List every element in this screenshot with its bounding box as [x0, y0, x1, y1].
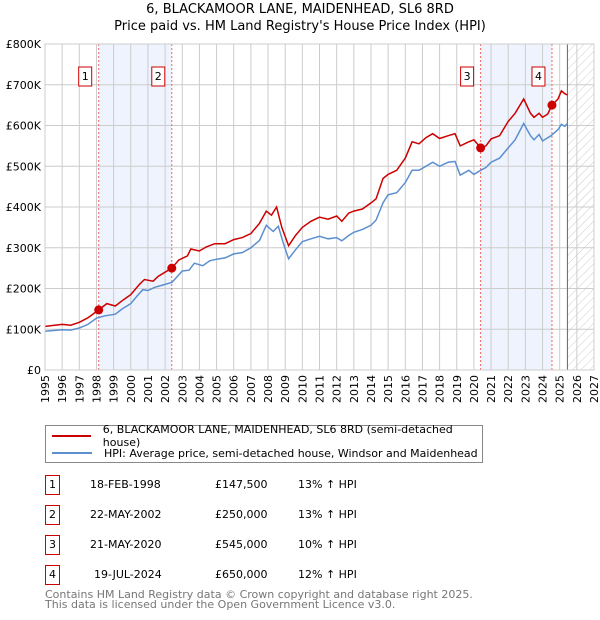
sale-number: 1 [45, 475, 60, 495]
x-tick-label: 2010 [296, 375, 309, 403]
x-tick-label: 2007 [245, 375, 258, 403]
sale-label: 3 [464, 70, 471, 83]
sale-label: 4 [535, 70, 542, 83]
x-tick-label: 2011 [314, 375, 327, 403]
footer-line: Contains HM Land Registry data © Crown c… [45, 588, 473, 601]
sale-label-box [151, 66, 166, 87]
y-tick-label: £0 [27, 364, 41, 377]
y-tick-label: £100K [6, 323, 42, 336]
sale-date: 18-FEB-1998 [90, 478, 161, 491]
legend-item-hpi: HPI: Average price, semi-detached house,… [46, 445, 478, 461]
sale-label-box [531, 66, 546, 87]
y-tick-label: £800K [6, 38, 42, 51]
y-tick-label: £600K [6, 120, 42, 133]
sale-label: 2 [155, 70, 162, 83]
x-tick-label: 2000 [125, 375, 138, 403]
x-tick-label: 1995 [39, 375, 52, 403]
sale-hpi: 12% ↑ HPI [298, 568, 357, 581]
sale-row: 4 19-JUL-2024 £650,000 12% ↑ HPI [45, 565, 545, 585]
sale-point [547, 100, 557, 110]
x-tick-label: 2013 [348, 375, 361, 403]
x-tick-label: 2021 [485, 375, 498, 403]
sale-point [94, 305, 104, 315]
y-tick-label: £400K [6, 201, 42, 214]
x-tick-label: 2018 [434, 375, 447, 403]
sale-price: £650,000 [215, 568, 268, 581]
sale-point [476, 143, 486, 153]
legend-swatch [52, 435, 91, 437]
sale-price: £545,000 [215, 538, 268, 551]
x-tick-label: 2005 [211, 375, 224, 403]
series-line [44, 121, 568, 333]
sale-row: 3 21-MAY-2020 £545,000 10% ↑ HPI [45, 535, 545, 555]
x-tick-label: 2023 [519, 375, 532, 403]
sale-point [167, 263, 177, 273]
x-tick-label: 2017 [416, 375, 429, 403]
x-tick-label: 1996 [56, 375, 69, 403]
sale-row: 1 18-FEB-1998 £147,500 13% ↑ HPI [45, 475, 545, 495]
sale-number: 4 [45, 565, 60, 585]
x-tick-label: 2012 [331, 375, 344, 403]
x-tick-label: 2002 [159, 375, 172, 403]
chart-subtitle: Price paid vs. HM Land Registry's House … [114, 19, 486, 34]
x-tick-label: 2025 [554, 375, 567, 403]
y-tick-label: £700K [6, 79, 42, 92]
sale-label-box [78, 66, 93, 87]
x-tick-label: 2026 [571, 375, 584, 403]
x-tick-label: 2004 [193, 375, 206, 403]
legend-item-property: 6, BLACKAMOOR LANE, MAIDENHEAD, SL6 8RD … [46, 423, 482, 449]
x-tick-label: 2020 [468, 375, 481, 403]
x-tick-label: 2003 [176, 375, 189, 403]
sale-date: 22-MAY-2002 [90, 508, 162, 521]
x-tick-label: 2014 [365, 375, 378, 403]
x-tick-label: 2006 [228, 375, 241, 403]
sale-price: £250,000 [215, 508, 268, 521]
footer: Contains HM Land Registry data © Crown c… [45, 588, 473, 611]
sale-label-box [460, 66, 475, 87]
x-tick-label: 1999 [108, 375, 121, 403]
legend-label: 6, BLACKAMOOR LANE, MAIDENHEAD, SL6 8RD … [102, 423, 453, 449]
x-tick-label: 2027 [588, 375, 600, 403]
plot-border [44, 43, 595, 371]
x-tick-label: 2001 [142, 375, 155, 403]
sale-date: 19-JUL-2024 [94, 568, 162, 581]
legend-label: HPI: Average price, semi-detached house,… [104, 446, 478, 460]
legend-swatch [52, 452, 92, 454]
x-tick-label: 2022 [502, 375, 515, 403]
x-tick-label: 1998 [90, 375, 103, 403]
x-tick-label: 2024 [537, 375, 550, 403]
sale-label: 1 [82, 70, 89, 83]
x-tick-label: 2009 [279, 375, 292, 403]
y-tick-label: £300K [6, 242, 42, 255]
x-tick-label: 2019 [451, 375, 464, 403]
x-tick-label: 2016 [399, 375, 412, 403]
chart-title: 6, BLACKAMOOR LANE, MAIDENHEAD, SL6 8RD [146, 2, 454, 17]
series-line [44, 89, 568, 328]
y-tick-label: £200K [6, 283, 42, 296]
sale-hpi: 10% ↑ HPI [298, 538, 357, 551]
x-tick-label: 1997 [73, 375, 86, 403]
sale-number: 2 [45, 505, 60, 525]
sale-row: 2 22-MAY-2002 £250,000 13% ↑ HPI [45, 505, 545, 525]
y-tick-label: £500K [6, 160, 42, 173]
sale-number: 3 [45, 535, 60, 555]
sale-price: £147,500 [215, 478, 268, 491]
price-chart: 1995 1996 1997 1998 1999 2000 2001 2002 2003 2004… [6, 38, 600, 403]
x-tick-label: 2008 [262, 375, 275, 403]
sale-date: 21-MAY-2020 [90, 538, 162, 551]
x-tick-label: 2015 [382, 375, 395, 403]
sale-hpi: 13% ↑ HPI [298, 508, 357, 521]
footer-line: This data is licensed under the Open Gov… [45, 598, 396, 611]
sale-hpi: 13% ↑ HPI [298, 478, 357, 491]
legend: 6, BLACKAMOOR LANE, MAIDENHEAD, SL6 8RD … [45, 423, 483, 463]
